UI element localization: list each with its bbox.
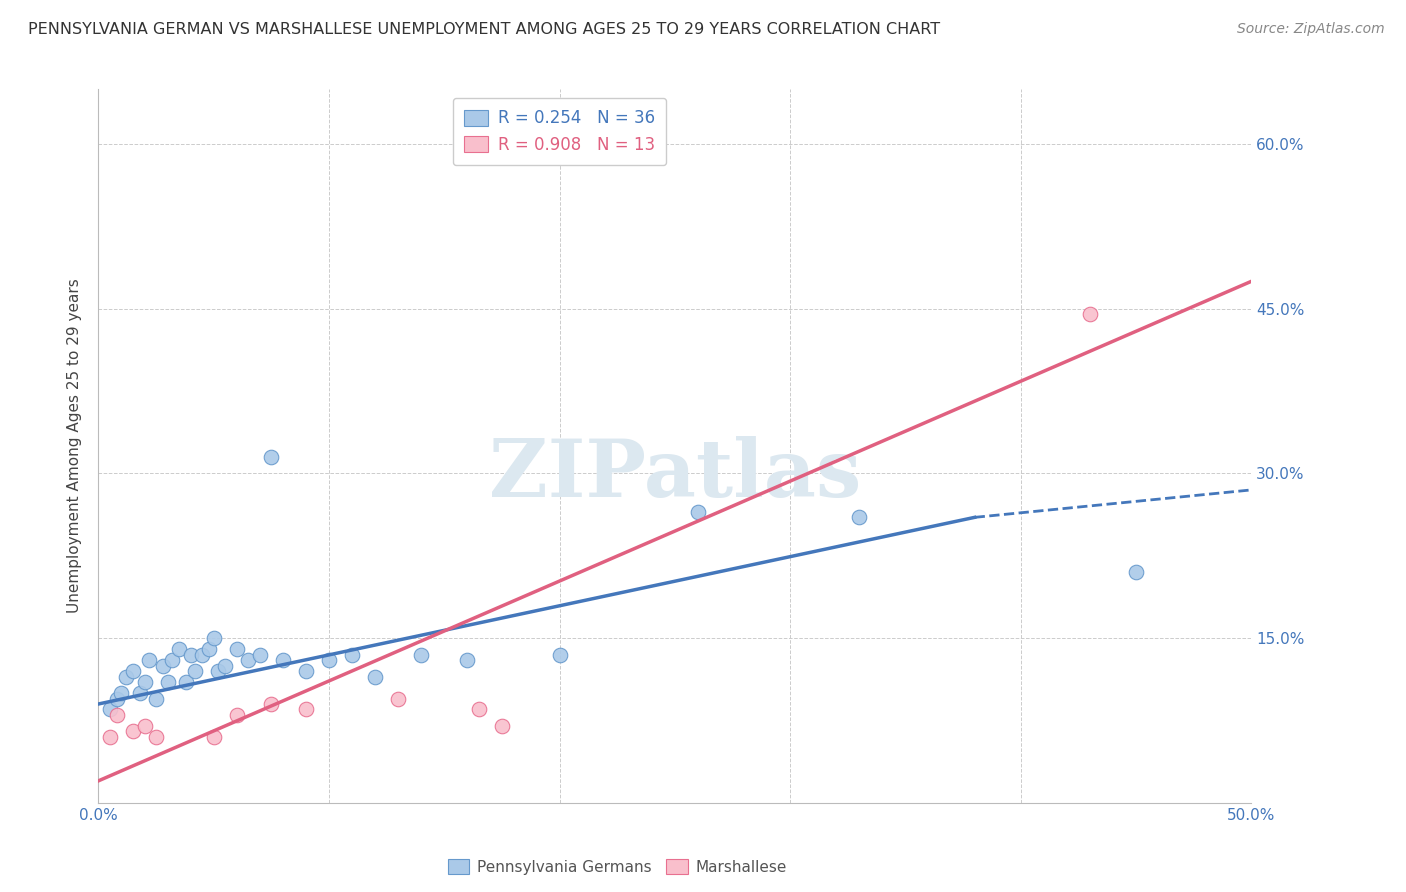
Point: [1125, 566, 1147, 580]
Point: [122, 724, 145, 739]
Point: [105, 691, 128, 706]
Point: [115, 669, 138, 683]
Point: [249, 648, 271, 662]
Point: [214, 658, 236, 673]
Point: [225, 642, 247, 657]
Y-axis label: Unemployment Among Ages 25 to 29 years: Unemployment Among Ages 25 to 29 years: [67, 278, 83, 614]
Point: [122, 664, 145, 678]
Point: [491, 719, 513, 733]
Point: [295, 702, 318, 716]
Point: [156, 675, 179, 690]
Point: [145, 730, 167, 744]
Point: [387, 691, 409, 706]
Point: [160, 653, 183, 667]
Point: [225, 708, 247, 723]
Point: [260, 450, 283, 464]
Point: [1078, 307, 1101, 321]
Point: [98, 702, 121, 716]
Point: [138, 653, 160, 667]
Point: [456, 653, 478, 667]
Point: [184, 664, 207, 678]
Point: [110, 686, 132, 700]
Point: [167, 642, 190, 657]
Point: [134, 675, 156, 690]
Point: [686, 505, 709, 519]
Point: [180, 648, 202, 662]
Point: [260, 697, 283, 711]
Point: [411, 648, 433, 662]
Point: [145, 691, 167, 706]
Point: [318, 653, 340, 667]
Point: [340, 648, 363, 662]
Point: [174, 675, 197, 690]
Point: [105, 708, 128, 723]
Point: [198, 642, 221, 657]
Point: [134, 719, 156, 733]
Point: [202, 631, 225, 645]
Point: [848, 510, 870, 524]
Legend: Pennsylvania Germans, Marshallese: Pennsylvania Germans, Marshallese: [441, 853, 793, 880]
Point: [295, 664, 318, 678]
Point: [238, 653, 260, 667]
Point: [202, 730, 225, 744]
Point: [364, 669, 387, 683]
Point: [271, 653, 294, 667]
Point: [548, 648, 571, 662]
Text: ZIPatlas: ZIPatlas: [489, 435, 860, 514]
Point: [468, 702, 491, 716]
Text: PENNSYLVANIA GERMAN VS MARSHALLESE UNEMPLOYMENT AMONG AGES 25 TO 29 YEARS CORREL: PENNSYLVANIA GERMAN VS MARSHALLESE UNEMP…: [28, 22, 941, 37]
Text: Source: ZipAtlas.com: Source: ZipAtlas.com: [1237, 22, 1385, 37]
Point: [191, 648, 214, 662]
Point: [129, 686, 152, 700]
Point: [98, 730, 121, 744]
Point: [152, 658, 174, 673]
Point: [207, 664, 229, 678]
